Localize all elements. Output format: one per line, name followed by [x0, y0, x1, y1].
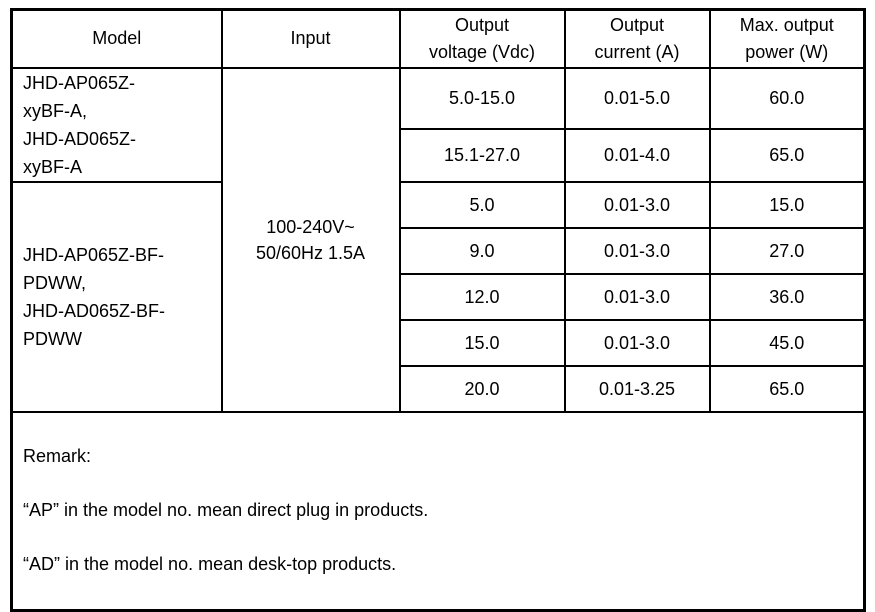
col-header-power: Max. output power (W) — [708, 8, 866, 69]
output-voltage-cell: 15.0 — [398, 318, 566, 367]
output-current-cell: 0.01-4.0 — [563, 127, 711, 183]
table-header-row: Model Input Output voltage (Vdc) Output … — [10, 8, 866, 69]
output-voltage-cell: 5.0-15.0 — [398, 66, 566, 130]
output-voltage-cell: 5.0 — [398, 180, 566, 229]
datasheet-page: Model Input Output voltage (Vdc) Output … — [10, 8, 866, 612]
max-power-cell: 45.0 — [708, 318, 866, 367]
spec-row: JHD-AP065Z-BF- PDWW, JHD-AD065Z-BF- PDWW… — [10, 180, 866, 413]
col-header-current: Output current (A) — [563, 8, 711, 69]
output-current-cell: 0.01-3.0 — [563, 226, 711, 275]
max-power-cell: 65.0 — [708, 364, 866, 413]
spec-row: JHD-AP065Z- xyBF-A, JHD-AD065Z- xyBF-A 1… — [10, 66, 866, 413]
remark-line-2: “AD” in the model no. mean desk-top prod… — [23, 553, 397, 574]
col-header-input: Input — [220, 8, 401, 69]
output-voltage-cell: 15.1-27.0 — [398, 127, 566, 183]
max-power-cell: 60.0 — [708, 66, 866, 130]
power-spec-table: Model Input Output voltage (Vdc) Output … — [10, 8, 866, 612]
model-group-1-cell: JHD-AP065Z- xyBF-A, JHD-AD065Z- xyBF-A — [10, 66, 223, 183]
remark-title: Remark: — [23, 445, 92, 466]
max-power-cell: 65.0 — [708, 127, 866, 183]
max-power-cell: 27.0 — [708, 226, 866, 275]
remark-cell: Remark: “AP” in the model no. mean direc… — [10, 410, 866, 611]
output-voltage-cell: 9.0 — [398, 226, 566, 275]
output-voltage-cell: 12.0 — [398, 272, 566, 321]
output-current-cell: 0.01-5.0 — [563, 66, 711, 130]
spec-row: 12.0 0.01-3.0 36.0 — [12, 272, 866, 321]
spec-row: 15.0 0.01-3.0 45.0 — [12, 318, 866, 367]
remark-row: Remark: “AP” in the model no. mean direc… — [10, 410, 866, 611]
spec-row: 9.0 0.01-3.0 27.0 — [12, 226, 866, 275]
output-current-cell: 0.01-3.0 — [563, 318, 711, 367]
output-voltage-cell: 20.0 — [398, 364, 566, 413]
model-group-2-cell: JHD-AP065Z-BF- PDWW, JHD-AD065Z-BF- PDWW — [10, 180, 223, 413]
max-power-cell: 36.0 — [708, 272, 866, 321]
remark-line-1: “AP” in the model no. mean direct plug i… — [23, 499, 429, 520]
output-current-cell: 0.01-3.0 — [563, 180, 711, 229]
spec-row: 15.1-27.0 0.01-4.0 65.0 — [12, 127, 866, 183]
input-cell: 100-240V~ 50/60Hz 1.5A — [220, 66, 401, 413]
max-power-cell: 15.0 — [708, 180, 866, 229]
output-current-cell: 0.01-3.0 — [563, 272, 711, 321]
col-header-model: Model — [10, 8, 223, 69]
spec-row: 20.0 0.01-3.25 65.0 — [12, 364, 866, 413]
output-current-cell: 0.01-3.25 — [563, 364, 711, 413]
col-header-voltage: Output voltage (Vdc) — [398, 8, 566, 69]
